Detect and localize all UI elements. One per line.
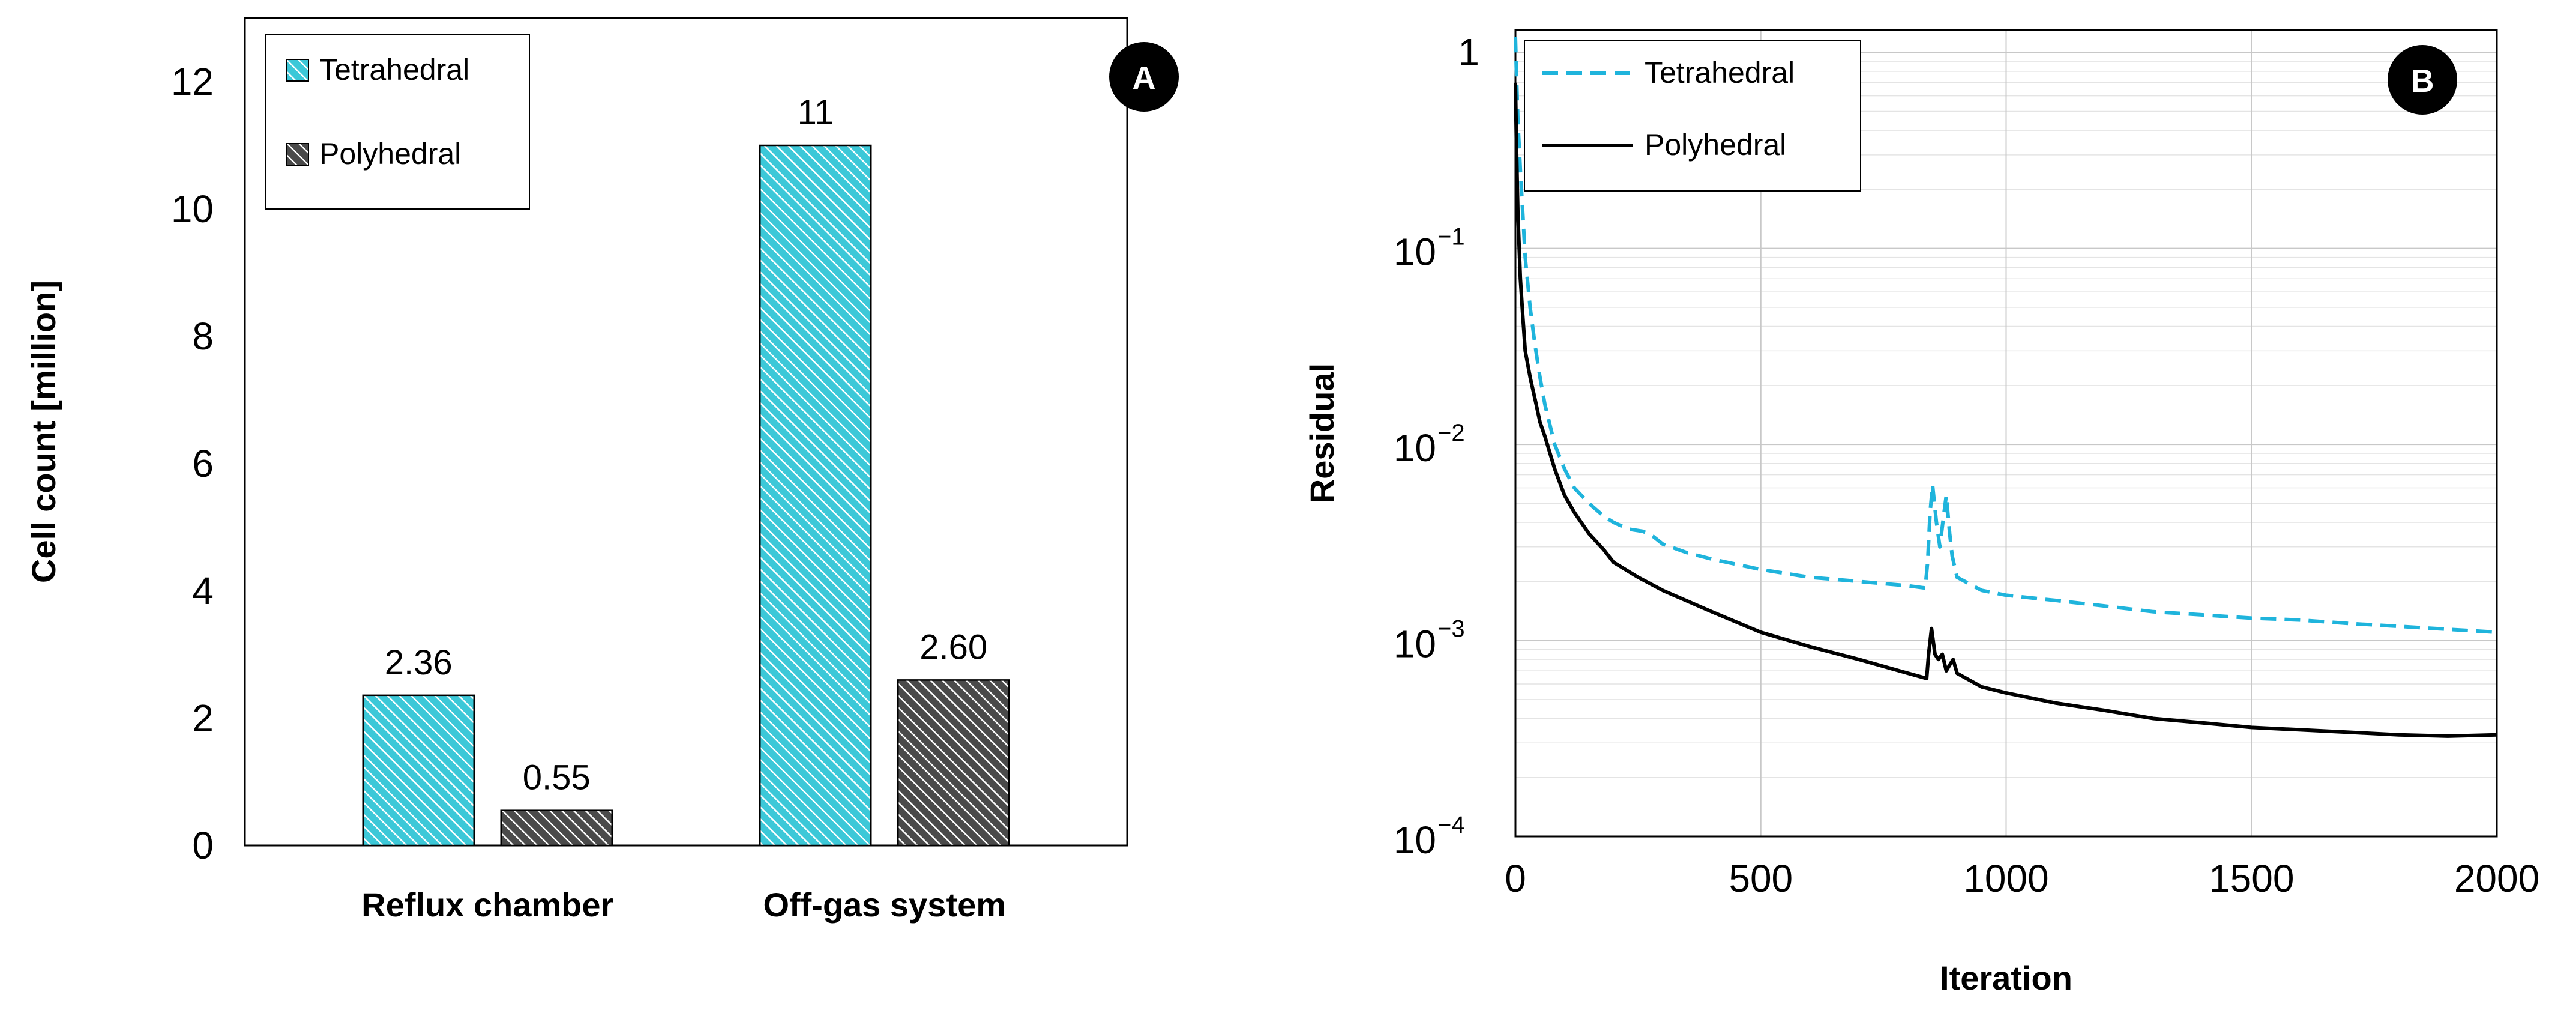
- x-tick-label: 2000: [2454, 857, 2539, 900]
- x-tick-label: 1000: [1963, 857, 2048, 900]
- panel-a-bar-chart: 0 2 4 6 8 10 12 Cell count [million] 2.36 0.55 Ref…: [25, 17, 1179, 924]
- bar-polyhedral-1: [500, 809, 613, 847]
- y-tick-label: 2: [192, 697, 214, 740]
- x-tick-label: 1500: [2209, 857, 2294, 900]
- legend-box: [1524, 40, 1861, 192]
- series-line-polyhedral: [1514, 82, 2497, 738]
- y-tick-label: 6: [192, 442, 214, 485]
- legend-box: [265, 34, 530, 210]
- y-tick-label-base: 10: [1394, 623, 1436, 666]
- panel-b-line-chart: 110 −110 −210 −310 −40 500 1000 1500 2000Iterati…: [1303, 29, 2539, 997]
- y-tick-label: 4: [192, 569, 214, 612]
- y-axis-title: Residual: [1303, 363, 1341, 503]
- y-tick-label-base: 10: [1394, 818, 1436, 862]
- y-tick-label-exponent: −2: [1437, 420, 1465, 446]
- y-axis-title: Cell count [million]: [25, 280, 62, 583]
- panel-badge-b-label: B: [2411, 63, 2434, 99]
- y-tick-label-exponent: −1: [1437, 224, 1465, 250]
- y-tick-label: 8: [192, 315, 214, 358]
- y-tick-label-base: 10: [1394, 426, 1436, 470]
- y-tick-label: 0: [192, 824, 214, 867]
- data-label: 2.60: [919, 627, 987, 667]
- plot-frame: [244, 17, 1128, 847]
- data-label: 0.55: [523, 758, 591, 797]
- legend-label-tetrahedral: Tetrahedral: [319, 53, 469, 86]
- y-tick-label-exponent: −4: [1437, 812, 1465, 838]
- x-axis-title: Iteration: [1940, 959, 2072, 997]
- panel-badge-a-label: A: [1133, 60, 1156, 96]
- bar-tetrahedral-1: [362, 694, 475, 847]
- bar-tetrahedral-2: [759, 144, 872, 847]
- panel-badge-b: [2388, 45, 2457, 115]
- grid-lines: [1515, 30, 2497, 837]
- x-category-label: Off-gas system: [763, 886, 1006, 924]
- plot-frame: [1514, 29, 2498, 838]
- panel-badge-a: [1109, 42, 1179, 112]
- data-label: 11: [798, 93, 834, 132]
- legend-swatch-tetrahedral: [286, 59, 309, 82]
- bar-polyhedral-2: [897, 679, 1010, 847]
- data-label: 2.36: [385, 643, 453, 682]
- legend-label-polyhedral: Polyhedral: [1645, 128, 1786, 162]
- y-tick-label: 1: [1458, 31, 1479, 74]
- series-line-tetrahedral: [1514, 37, 2497, 634]
- legend-label-polyhedral: Polyhedral: [319, 137, 461, 171]
- legend-label-tetrahedral: Tetrahedral: [1645, 56, 1795, 89]
- y-tick-label: 10: [171, 187, 214, 231]
- y-tick-label: 12: [171, 60, 214, 103]
- x-tick-label: 0: [1505, 857, 1526, 900]
- x-tick-label: 500: [1729, 857, 1793, 900]
- x-category-label: Reflux chamber: [361, 886, 613, 924]
- legend-swatch-polyhedral: [286, 143, 309, 166]
- y-tick-label-base: 10: [1394, 231, 1436, 274]
- y-tick-label-exponent: −3: [1437, 616, 1465, 643]
